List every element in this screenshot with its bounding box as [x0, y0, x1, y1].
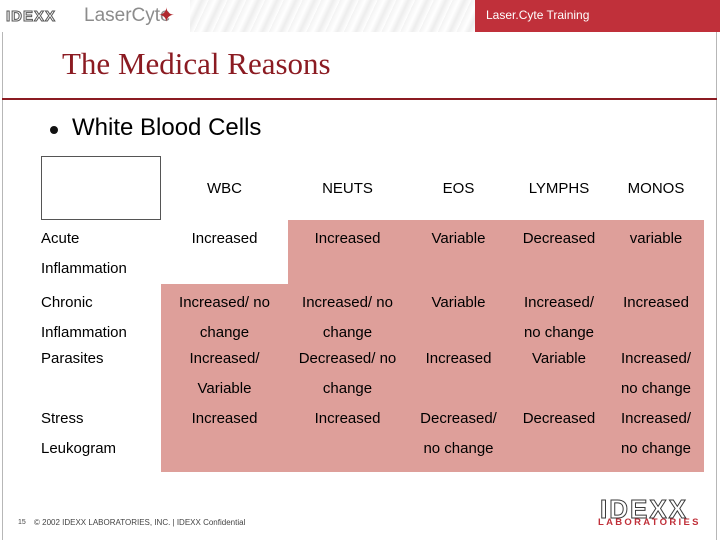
cell-text-line: change — [322, 324, 373, 341]
bullet-text: White Blood Cells — [72, 114, 262, 141]
slide-header: IDEXX LaserCyte ✦ Laser.Cyte Training — [0, 0, 720, 32]
table-cell-eos: Variable — [407, 220, 510, 284]
table-cell-lymphs: Decreased — [510, 220, 608, 284]
cell-text-line: Variable — [532, 350, 586, 367]
footer-logo-idexx: IDEXX — [599, 494, 689, 525]
column-header-eos: EOS — [442, 179, 475, 197]
footer-logo-laboratories: LABORATORIES — [598, 517, 701, 528]
row-label-line: Chronic — [41, 294, 93, 311]
lasercyte-star-icon: ✦ — [158, 5, 175, 27]
row-label: Stress Leukogram — [41, 408, 161, 472]
cell-text-line: Increased/ no — [179, 294, 270, 311]
cell-text-line: Increased — [314, 410, 381, 427]
cell-text-line: Decreased/ no — [298, 350, 397, 367]
row-label: Chronic Inflammation — [41, 284, 161, 348]
table-cell-monos: Increased — [608, 284, 704, 348]
slide-title: The Medical Reasons — [62, 46, 331, 81]
row-label-line: Inflammation — [41, 324, 127, 341]
cell-text-line: no change — [620, 440, 692, 457]
training-banner — [475, 0, 720, 32]
cell-text-line: Variable — [431, 294, 486, 311]
table-cell-lymphs: Increased/no change — [510, 284, 608, 348]
header-texture — [190, 0, 475, 32]
table-cell-wbc: Increased/ no change — [161, 284, 288, 348]
column-header-monos: MONOS — [627, 179, 685, 197]
idexx-logo-text: IDEXX — [5, 8, 57, 26]
cell-text-line: Variable — [197, 380, 252, 397]
cell-text-line: Variable — [431, 230, 486, 247]
table-cell-neuts: Decreased/ no change — [288, 348, 407, 408]
column-header-wbc: WBC — [207, 179, 242, 197]
column-header-neuts: NEUTS — [322, 179, 373, 197]
row-label-line: Leukogram — [41, 440, 117, 457]
table-cell-monos: Increased/no change — [608, 408, 704, 472]
table-cell-wbc: Increased — [161, 220, 288, 284]
table-cell-monos: variable — [608, 220, 704, 284]
cell-text-line: Decreased — [522, 230, 596, 247]
cell-text-line: Increased — [191, 230, 258, 247]
cell-text-line: Increased/ — [189, 350, 260, 367]
table-cell-eos: Increased — [407, 348, 510, 408]
row-label-line: Acute — [41, 230, 80, 247]
page-number: 15 — [18, 519, 26, 526]
bullet-icon — [50, 126, 58, 134]
cell-text-line: Increased — [623, 294, 689, 311]
table-cell-eos: Variable — [407, 284, 510, 348]
cell-text-line: Increased/ — [620, 350, 692, 367]
lasercyte-logo: IDEXX LaserCyte ✦ — [0, 0, 190, 32]
cell-text-line: Increased — [191, 410, 258, 427]
table-cell-lymphs: Decreased — [510, 408, 608, 472]
cell-text-line: no change — [620, 380, 692, 397]
row-label-line: Parasites — [41, 350, 104, 367]
cell-text-line: no change — [423, 440, 494, 457]
lasercyte-logo-text: LaserCyte — [84, 5, 171, 26]
table-corner-cell — [41, 156, 161, 220]
copyright-text: © 2002 IDEXX LABORATORIES, INC. | IDEXX … — [34, 518, 246, 527]
cell-text-line: Increased/ — [523, 294, 595, 311]
cell-text-line: no change — [523, 324, 595, 341]
row-label: Parasites — [41, 348, 161, 408]
row-label-line: Inflammation — [41, 260, 127, 277]
slide-frame-left — [2, 32, 3, 540]
cell-text-line: Increased/ no — [302, 294, 393, 311]
row-label-line: Stress — [41, 410, 84, 427]
column-header-lymphs: LYMPHS — [528, 179, 590, 197]
table-cell-wbc: Increased/Variable — [161, 348, 288, 408]
cell-text-line: change — [199, 324, 250, 341]
cell-text-line: Decreased/ — [420, 410, 497, 427]
table-cell-neuts: Increased/ no change — [288, 284, 407, 348]
training-label: Laser.Cyte Training — [486, 8, 590, 22]
cell-text-line: variable — [629, 230, 683, 247]
cell-text-line: Increased — [425, 350, 492, 367]
row-label: Acute Inflammation — [41, 220, 161, 284]
cell-text-line: Increased/ — [620, 410, 692, 427]
table-cell-monos: Increased/no change — [608, 348, 704, 408]
cell-text-line: change — [322, 380, 373, 397]
table-cell-neuts: Increased — [288, 408, 407, 472]
wbc-table: WBC NEUTS EOS LYMPHS MONOS Acute Inflammation I… — [41, 156, 704, 472]
table-cell-wbc: Increased — [161, 408, 288, 472]
table-cell-neuts: Increased — [288, 220, 407, 284]
table-cell-lymphs: Variable — [510, 348, 608, 408]
idexx-laboratories-logo: IDEXX LABORATORIES — [596, 494, 702, 530]
slide-frame-right — [716, 32, 717, 540]
title-divider — [2, 98, 717, 100]
cell-text-line: Increased — [314, 230, 381, 247]
table-cell-eos: Decreased/no change — [407, 408, 510, 472]
cell-text-line: Decreased — [522, 410, 596, 427]
